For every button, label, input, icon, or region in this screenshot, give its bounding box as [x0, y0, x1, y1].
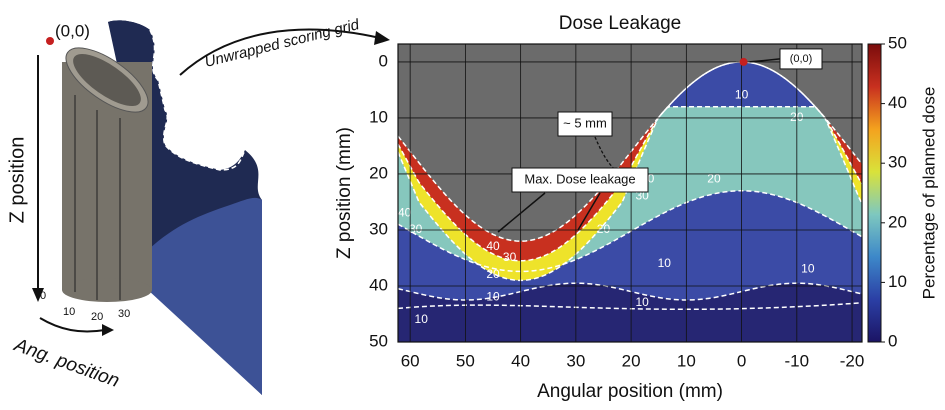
annotation-arrow: [497, 192, 546, 233]
grid-edge: [149, 29, 246, 171]
cylinder-hole: [73, 53, 141, 107]
colorbar-tick-label: 0: [888, 331, 897, 350]
contour-line: [398, 105, 862, 242]
x-tick-label: 20: [622, 351, 641, 370]
ang-label: Ang. position: [11, 334, 122, 392]
grid-sheet-lower: [148, 197, 262, 395]
contour-band: [398, 61, 862, 261]
z-label: Z position: [6, 137, 28, 224]
x-tick-label: 60: [401, 351, 420, 370]
annotation-box: [511, 167, 649, 193]
contour-label: 10: [415, 312, 429, 326]
x-tick-label: 0: [737, 351, 746, 370]
y-tick-label: 40: [369, 275, 388, 294]
contour-label: 20: [707, 172, 721, 186]
annotation-box: [557, 111, 613, 137]
x-tick-label: -10: [785, 351, 810, 370]
x-tick-label: 40: [511, 351, 530, 370]
unwrap-arrow: [179, 28, 381, 76]
plot-frame: [397, 43, 863, 343]
annotation-arrow: [749, 58, 781, 63]
contour-label: 10: [635, 295, 649, 309]
origin-dot: [739, 57, 748, 66]
y-axis-label: Z position (mm): [334, 127, 355, 259]
colorbar-tick-label: 10: [888, 272, 907, 291]
contour-label: 10: [486, 289, 500, 303]
contour-label: 10: [801, 261, 815, 275]
z-arrowhead: [32, 288, 44, 302]
ang-arrowhead: [102, 324, 114, 336]
x-tick-label: 50: [456, 351, 475, 370]
colorbar: [867, 43, 882, 343]
colorbar-tick-label: 50: [888, 33, 907, 52]
y-tick-label: 10: [369, 107, 388, 126]
x-tick-label: -20: [840, 351, 865, 370]
y-tick-label: 30: [369, 219, 388, 238]
cylinder-base: [62, 278, 152, 302]
plot-area: 10101010101020202020303030404040: [398, 44, 862, 342]
annotation: Max. Dose leakage: [524, 171, 635, 186]
contour-line: [398, 302, 862, 311]
chart-title: Dose Leakage: [559, 13, 682, 34]
y-tick-label: 50: [369, 331, 388, 350]
ang-tick: 0: [40, 290, 46, 302]
colorbar-tick-label: 40: [888, 93, 907, 112]
colorbar-tick-label: 20: [888, 212, 907, 231]
y-tick-label: 20: [369, 163, 388, 182]
y-tick-label: 0: [379, 51, 388, 70]
contour-label: 30: [409, 222, 423, 236]
origin-dot: [46, 37, 54, 45]
contour-line: [398, 282, 862, 301]
ang-tick: 20: [91, 311, 103, 323]
contour-label: 10: [658, 256, 672, 270]
x-tick-label: 30: [566, 351, 585, 370]
colorbar-label: Percentage of planned dose: [919, 87, 938, 300]
ang-arrow: [39, 317, 106, 333]
contour-label: 40: [486, 239, 500, 253]
contour-label: 20: [597, 222, 611, 236]
ang-tick: 30: [118, 308, 130, 320]
ang-tick: 10: [63, 306, 75, 318]
colorbar-tick-label: 30: [888, 153, 907, 172]
contour-label: 30: [503, 250, 517, 264]
contour-label: 20: [486, 267, 500, 281]
x-tick-label: 10: [677, 351, 696, 370]
annotation: (0,0): [790, 53, 813, 65]
annotation: ~ 5 mm: [563, 115, 607, 130]
arrow-label: Unwrapped scoring grid: [203, 16, 361, 71]
unwrap-arrowhead: [374, 31, 390, 45]
illustration: (0,0) Z position Ang. position 0 10 20 3…: [6, 16, 390, 395]
x-axis-label: Angular position (mm): [537, 381, 723, 402]
annotation-arrow: [577, 192, 601, 231]
origin-label: (0,0): [55, 21, 90, 40]
contour-line: [398, 190, 862, 273]
contour-label: 40: [398, 205, 412, 219]
annotation-box: [779, 48, 823, 70]
